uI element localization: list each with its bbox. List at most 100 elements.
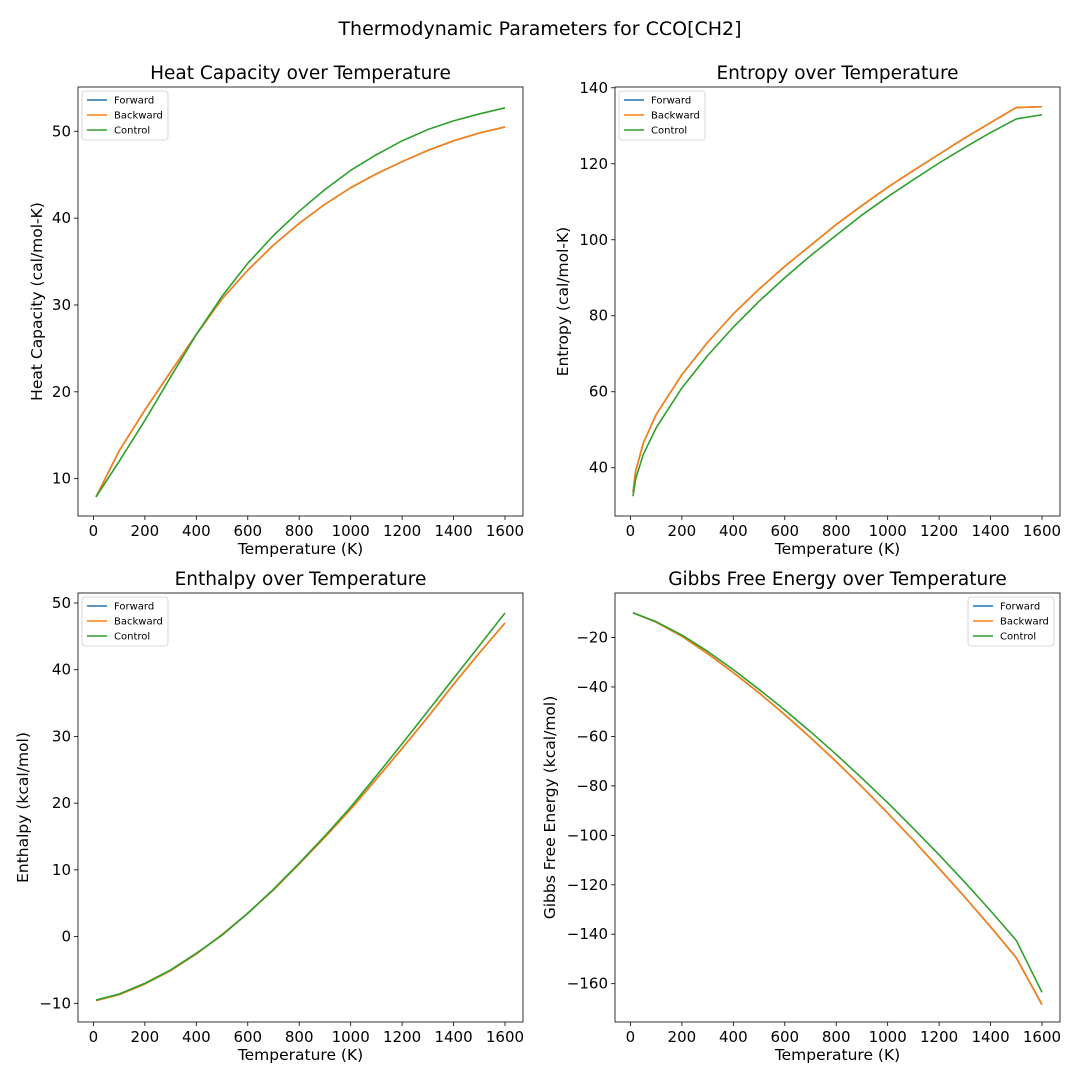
- x-tick-label: 800: [285, 522, 314, 540]
- subplot-4: Gibbs Free Energy over Temperature 0 200 40…: [541, 569, 1061, 1064]
- legend-label-forward: Forward: [651, 96, 691, 107]
- series-line-backward: [632, 105, 1043, 493]
- x-tick-label: 1600: [1023, 1028, 1061, 1046]
- subplot-title: Gibbs Free Energy over Temperature: [668, 569, 1007, 590]
- y-tick-label: −20: [576, 629, 608, 647]
- series-line-forward: [95, 622, 506, 1002]
- figure-title: Thermodynamic Parameters for CCO[CH2]: [338, 18, 742, 40]
- y-axis-label: Enthalpy (kcal/mol): [14, 732, 32, 883]
- x-tick-label: 0: [626, 522, 636, 540]
- y-tick-label: 20: [52, 383, 71, 401]
- x-tick-label: 1400: [434, 522, 472, 540]
- y-tick-label: 10: [52, 470, 71, 488]
- x-tick-label: 800: [822, 1028, 851, 1046]
- x-tick-label: 800: [285, 1028, 314, 1046]
- x-tick-label: 1000: [869, 1028, 907, 1046]
- legend: Forward Backward Control: [81, 90, 169, 141]
- y-tick-label: −80: [576, 777, 608, 795]
- x-tick-label: 600: [770, 1028, 799, 1046]
- series-line-backward: [95, 622, 506, 1002]
- y-tick-label: −140: [567, 925, 608, 943]
- series-line-backward: [95, 126, 506, 498]
- y-tick-label: 40: [589, 459, 608, 477]
- legend-label-forward: Forward: [114, 602, 154, 613]
- x-axis-label: Temperature (K): [237, 540, 363, 558]
- y-tick-label: 20: [52, 794, 71, 812]
- x-tick-label: 1200: [383, 1028, 421, 1046]
- y-axis-label: Heat Capacity (cal/mol-K): [28, 202, 46, 401]
- series-line-backward: [632, 612, 1043, 1006]
- legend-box: [81, 90, 169, 141]
- series-line-forward: [632, 105, 1043, 493]
- legend: Forward Backward Control: [967, 596, 1055, 647]
- series-line-control: [95, 612, 506, 1001]
- y-tick-label: 60: [589, 383, 608, 401]
- x-tick-label: 1600: [486, 1028, 524, 1046]
- x-tick-label: 0: [89, 1028, 99, 1046]
- x-tick-label: 200: [668, 522, 697, 540]
- y-tick-label: −60: [576, 727, 608, 745]
- y-tick-label: 40: [52, 661, 71, 679]
- y-tick-label: −120: [567, 876, 608, 894]
- x-tick-label: 400: [719, 522, 748, 540]
- subplot-2: Entropy over Temperature 0 200 400 600 800 100…: [554, 63, 1061, 558]
- legend-box: [81, 596, 169, 647]
- y-tick-label: 40: [52, 209, 71, 227]
- legend: Forward Backward Control: [81, 596, 169, 647]
- legend-label-backward: Backward: [1000, 617, 1049, 628]
- y-tick-label: 50: [52, 122, 71, 140]
- legend-box: [967, 596, 1055, 647]
- legend: Forward Backward Control: [618, 90, 706, 141]
- series-line-control: [95, 107, 506, 498]
- legend-label-control: Control: [114, 632, 150, 643]
- y-tick-label: −160: [567, 975, 608, 993]
- y-tick-label: 30: [52, 727, 71, 745]
- y-tick-label: 140: [579, 79, 608, 97]
- series-line-forward: [632, 612, 1043, 1006]
- legend-label-backward: Backward: [114, 617, 163, 628]
- legend-label-backward: Backward: [651, 111, 700, 122]
- x-tick-label: 600: [233, 522, 262, 540]
- x-tick-label: 200: [668, 1028, 697, 1046]
- legend-label-forward: Forward: [1000, 602, 1040, 613]
- x-tick-label: 1000: [332, 1028, 370, 1046]
- x-tick-label: 800: [822, 522, 851, 540]
- series-line-control: [632, 612, 1043, 993]
- x-tick-label: 0: [89, 522, 99, 540]
- x-tick-label: 1600: [486, 522, 524, 540]
- x-tick-label: 1200: [383, 522, 421, 540]
- x-tick-label: 1400: [434, 1028, 472, 1046]
- x-axis-label: Temperature (K): [774, 540, 900, 558]
- x-tick-label: 1200: [920, 1028, 958, 1046]
- y-tick-label: −40: [576, 678, 608, 696]
- y-tick-label: −100: [567, 826, 608, 844]
- legend-label-control: Control: [114, 126, 150, 137]
- y-tick-label: 120: [579, 155, 608, 173]
- subplot-title: Entropy over Temperature: [716, 63, 958, 84]
- x-axis-label: Temperature (K): [774, 1046, 900, 1064]
- axes-frame: [77, 592, 524, 1023]
- subplot-title: Enthalpy over Temperature: [175, 569, 427, 590]
- y-tick-label: 100: [579, 231, 608, 249]
- series-line-control: [632, 113, 1043, 497]
- x-tick-label: 600: [770, 522, 799, 540]
- x-tick-label: 400: [719, 1028, 748, 1046]
- y-axis-label: Gibbs Free Energy (kcal/mol): [541, 696, 559, 920]
- x-tick-label: 400: [182, 1028, 211, 1046]
- y-tick-label: 0: [61, 928, 71, 946]
- x-tick-label: 200: [131, 1028, 160, 1046]
- legend-label-control: Control: [1000, 632, 1036, 643]
- x-tick-label: 1600: [1023, 522, 1061, 540]
- axes-frame: [614, 86, 1061, 517]
- y-axis-label: Entropy (cal/mol-K): [554, 227, 572, 376]
- x-tick-label: 600: [233, 1028, 262, 1046]
- subplot-title: Heat Capacity over Temperature: [150, 63, 451, 84]
- x-axis-label: Temperature (K): [237, 1046, 363, 1064]
- axes-frame: [77, 86, 524, 517]
- legend-label-forward: Forward: [114, 96, 154, 107]
- x-tick-label: 1200: [920, 522, 958, 540]
- subplot-1: Heat Capacity over Temperature 0 200 400 600…: [28, 63, 524, 558]
